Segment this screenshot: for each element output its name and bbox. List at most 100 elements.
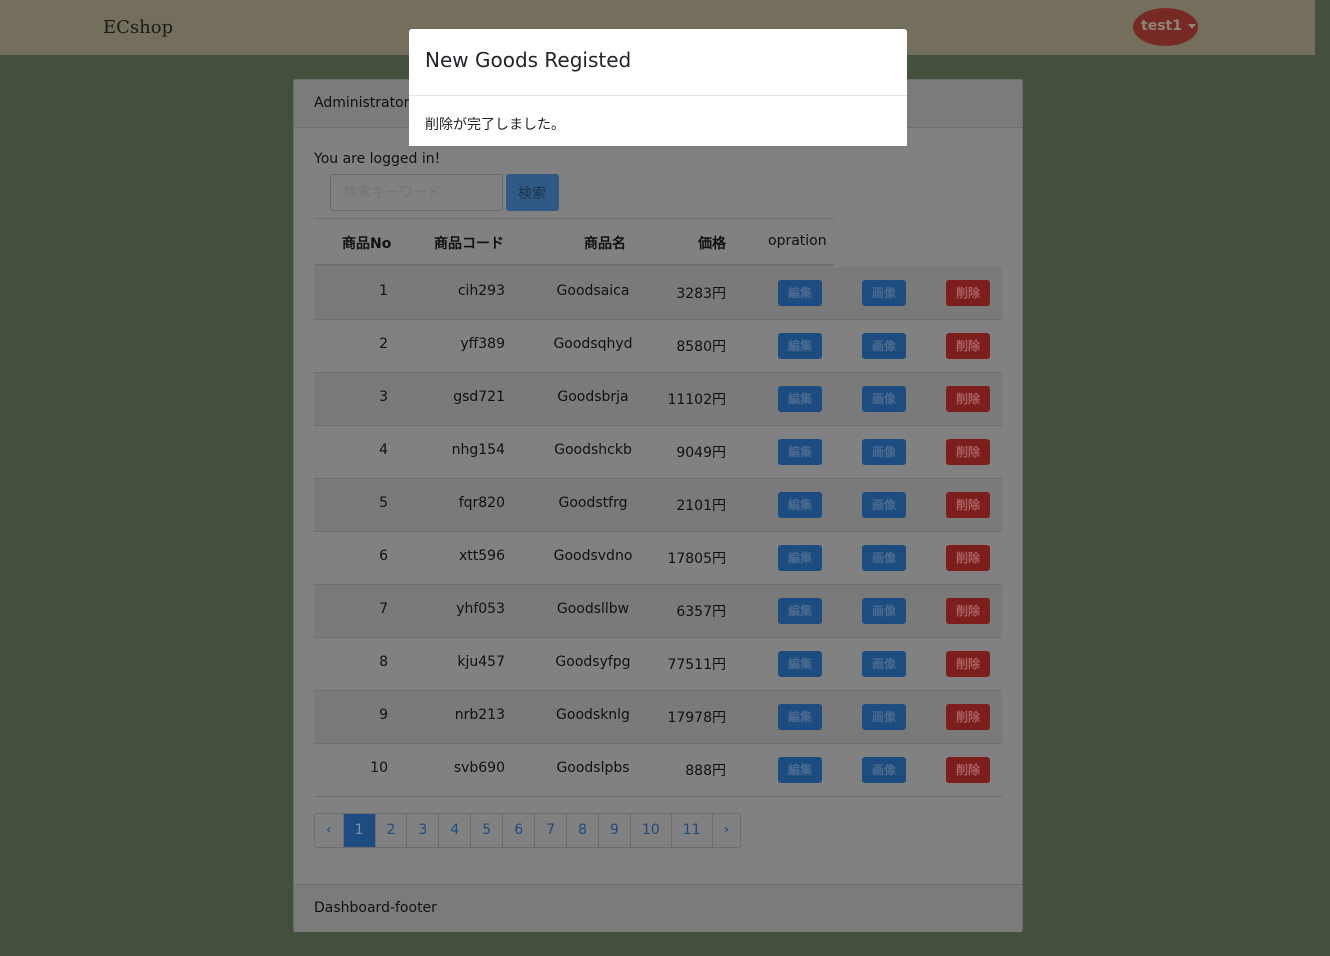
table-row: 9 nrb213 Goodsknlg 17978円 編集 画像 削除: [314, 691, 1002, 744]
cell-no: 10: [370, 760, 388, 776]
cell-price: 888円: [685, 763, 726, 779]
modal-title: New Goods Registed: [409, 29, 907, 96]
cell-no: 3: [379, 389, 388, 405]
edit-button[interactable]: 編集: [778, 386, 822, 412]
edit-button[interactable]: 編集: [778, 545, 822, 571]
cell-name: Goodsqhyd: [553, 336, 633, 352]
cell-price: 9049円: [676, 445, 726, 461]
cell-price: 8580円: [676, 339, 726, 355]
col-code: 商品コード: [434, 236, 504, 252]
edit-button[interactable]: 編集: [778, 704, 822, 730]
page-4-button[interactable]: 4: [439, 814, 472, 847]
cell-code: nhg154: [451, 442, 505, 458]
table-row: 3 gsd721 Goodsbrja 11102円 編集 画像 削除: [314, 373, 1002, 426]
delete-button[interactable]: 削除: [946, 439, 990, 465]
image-button[interactable]: 画像: [862, 545, 906, 571]
cell-price: 17978円: [667, 710, 726, 726]
delete-button[interactable]: 削除: [946, 545, 990, 571]
edit-button[interactable]: 編集: [778, 439, 822, 465]
image-button[interactable]: 画像: [862, 598, 906, 624]
table-row: 7 yhf053 Goodsllbw 6357円 編集 画像 削除: [314, 585, 1002, 638]
modal-body: 削除が完了しました。: [425, 117, 565, 133]
search-input[interactable]: [330, 174, 503, 211]
table-row: 8 kju457 Goodsyfpg 77511円 編集 画像 削除: [314, 638, 1002, 691]
cell-code: gsd721: [453, 389, 505, 405]
cell-name: Goodslpbs: [556, 760, 630, 776]
cell-name: Goodsllbw: [556, 601, 630, 617]
cell-code: xtt596: [459, 548, 505, 564]
cell-code: fqr820: [458, 495, 505, 511]
pagination: ‹ 1 2 3 4 5 6 7 8 9 10 11 ›: [314, 813, 742, 848]
cell-name: Goodsaica: [556, 283, 630, 299]
image-button[interactable]: 画像: [862, 704, 906, 730]
caret-down-icon: [1187, 23, 1196, 29]
cell-price: 77511円: [667, 657, 726, 673]
user-name: test1: [1141, 18, 1182, 34]
delete-button[interactable]: 削除: [946, 386, 990, 412]
user-dropdown[interactable]: test1: [1133, 8, 1198, 46]
login-status: You are logged in!: [314, 151, 441, 167]
cell-name: Goodshckb: [554, 442, 632, 458]
cell-code: nrb213: [454, 707, 505, 723]
cell-no: 1: [379, 283, 388, 299]
cell-code: kju457: [457, 654, 505, 670]
page-1-button[interactable]: 1: [343, 814, 376, 847]
edit-button[interactable]: 編集: [778, 651, 822, 677]
page-10-button[interactable]: 10: [631, 814, 672, 847]
edit-button[interactable]: 編集: [778, 492, 822, 518]
cell-price: 2101円: [676, 498, 726, 514]
image-button[interactable]: 画像: [862, 439, 906, 465]
delete-button[interactable]: 削除: [946, 280, 990, 306]
cell-no: 9: [379, 707, 388, 723]
cell-code: cih293: [457, 283, 505, 299]
page-8-button[interactable]: 8: [567, 814, 599, 847]
cell-no: 6: [379, 548, 388, 564]
page-7-button[interactable]: 7: [535, 814, 568, 847]
edit-button[interactable]: 編集: [778, 280, 822, 306]
brand-logo[interactable]: ECshop: [103, 17, 174, 38]
cell-name: Goodsvdno: [553, 548, 633, 564]
search-button[interactable]: 検索: [506, 174, 559, 211]
edit-button[interactable]: 編集: [778, 333, 822, 359]
cell-no: 2: [379, 336, 388, 352]
edit-button[interactable]: 編集: [778, 757, 822, 783]
image-button[interactable]: 画像: [862, 492, 906, 518]
page-prev-button[interactable]: ‹: [315, 814, 344, 847]
dashboard-card: Administrator Dashboard You are logged i…: [293, 79, 1023, 932]
page-5-button[interactable]: 5: [471, 814, 504, 847]
image-button[interactable]: 画像: [862, 757, 906, 783]
page-next-button[interactable]: ›: [723, 822, 730, 838]
cell-price: 3283円: [676, 286, 726, 302]
page-9-button[interactable]: 9: [599, 814, 631, 847]
delete-button[interactable]: 削除: [946, 598, 990, 624]
cell-code: svb690: [453, 760, 505, 776]
page-11-button[interactable]: 11: [672, 814, 713, 847]
image-button[interactable]: 画像: [862, 280, 906, 306]
image-button[interactable]: 画像: [862, 386, 906, 412]
cell-price: 17805円: [667, 551, 726, 567]
card-footer: Dashboard-footer: [294, 884, 1022, 932]
edit-button[interactable]: 編集: [778, 598, 822, 624]
delete-button[interactable]: 削除: [946, 333, 990, 359]
page-2-button[interactable]: 2: [376, 814, 408, 847]
modal-dialog: New Goods Registed 削除が完了しました。: [409, 29, 907, 146]
delete-button[interactable]: 削除: [946, 651, 990, 677]
cell-no: 7: [379, 601, 388, 617]
cell-name: Goodsyfpg: [555, 654, 631, 670]
image-button[interactable]: 画像: [862, 651, 906, 677]
cell-code: yhf053: [456, 601, 505, 617]
col-operation: opration: [768, 233, 827, 249]
cell-name: Goodsbrja: [557, 389, 629, 405]
delete-button[interactable]: 削除: [946, 704, 990, 730]
page-3-button[interactable]: 3: [407, 814, 440, 847]
cell-price: 11102円: [667, 392, 726, 408]
table-row: 10 svb690 Goodslpbs 888円 編集 画像 削除: [314, 744, 1002, 797]
table-header: 商品No 商品コード 商品名 価格 opration: [314, 218, 834, 266]
delete-button[interactable]: 削除: [946, 492, 990, 518]
page-6-button[interactable]: 6: [503, 814, 536, 847]
cell-no: 4: [379, 442, 388, 458]
table-row: 2 yff389 Goodsqhyd 8580円 編集 画像 削除: [314, 320, 1002, 373]
cell-no: 8: [379, 654, 388, 670]
delete-button[interactable]: 削除: [946, 757, 990, 783]
image-button[interactable]: 画像: [862, 333, 906, 359]
